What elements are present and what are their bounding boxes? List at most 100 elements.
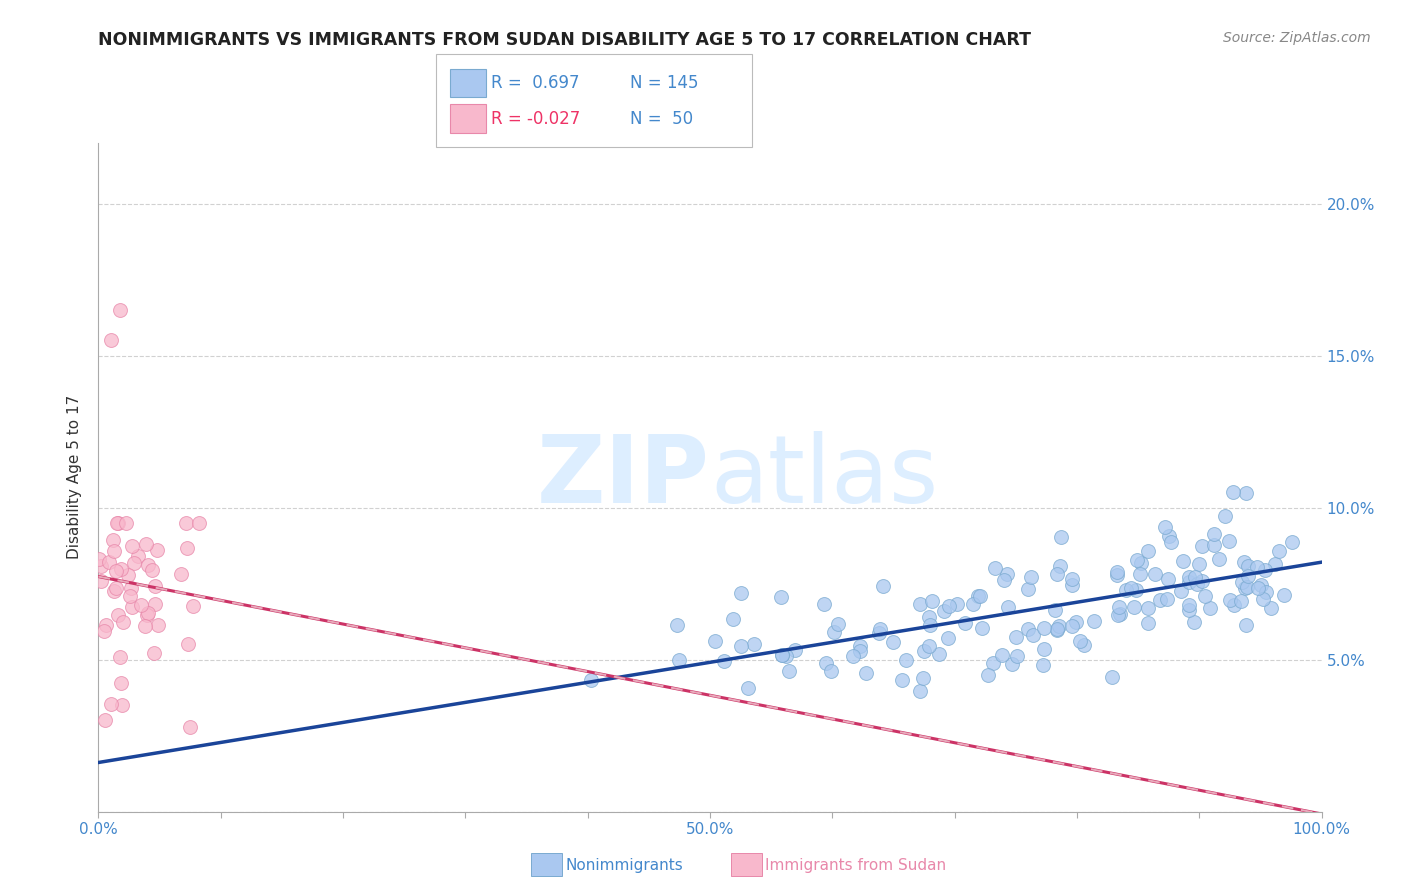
Point xyxy=(820,664,842,678)
Point xyxy=(1017,582,1039,596)
Point xyxy=(1032,641,1054,656)
Point xyxy=(1060,618,1083,632)
Point xyxy=(122,556,145,570)
Point xyxy=(983,561,1005,575)
Point xyxy=(1123,599,1146,614)
Point xyxy=(90,574,112,589)
Point xyxy=(1105,566,1128,580)
Point xyxy=(928,647,950,661)
Point xyxy=(120,581,142,595)
Point xyxy=(1237,569,1260,583)
Point xyxy=(143,579,166,593)
Point xyxy=(1236,617,1258,632)
Point xyxy=(1264,557,1286,571)
Point xyxy=(136,607,159,621)
Point xyxy=(179,720,201,734)
Point xyxy=(1199,601,1222,615)
Point xyxy=(103,543,125,558)
Point xyxy=(730,639,752,653)
Point xyxy=(855,665,877,680)
Point xyxy=(814,657,837,671)
Point xyxy=(1256,585,1278,599)
Point xyxy=(1021,628,1043,642)
Point xyxy=(93,714,115,728)
Point xyxy=(1230,574,1253,589)
Point xyxy=(1005,648,1028,663)
Point xyxy=(882,635,904,649)
Point xyxy=(111,698,134,713)
Point xyxy=(1108,600,1130,615)
Point xyxy=(1191,539,1213,553)
Point xyxy=(1129,566,1152,581)
Point xyxy=(110,675,132,690)
Point xyxy=(1213,509,1236,524)
Point xyxy=(1237,558,1260,573)
Point xyxy=(135,537,157,551)
Point xyxy=(1178,574,1201,589)
Point xyxy=(668,653,690,667)
Point xyxy=(181,599,204,613)
Point xyxy=(666,618,689,632)
Point xyxy=(1254,564,1277,578)
Point xyxy=(98,555,121,569)
Point xyxy=(110,302,132,317)
Point xyxy=(121,539,143,553)
Point xyxy=(176,541,198,555)
Point xyxy=(813,597,835,611)
Point xyxy=(823,625,845,640)
Point xyxy=(1177,598,1199,612)
Point xyxy=(991,648,1014,662)
Point xyxy=(908,597,931,611)
Point xyxy=(105,516,128,530)
Point xyxy=(110,562,132,576)
Point xyxy=(1250,577,1272,591)
Point xyxy=(1233,581,1256,595)
Point xyxy=(918,640,941,654)
Point xyxy=(121,600,143,615)
Point xyxy=(1247,581,1270,595)
Point xyxy=(737,681,759,695)
Point xyxy=(1105,567,1128,582)
Point xyxy=(1043,602,1066,616)
Point xyxy=(103,533,125,548)
Point xyxy=(946,597,969,611)
Text: NONIMMIGRANTS VS IMMIGRANTS FROM SUDAN DISABILITY AGE 5 TO 17 CORRELATION CHART: NONIMMIGRANTS VS IMMIGRANTS FROM SUDAN D… xyxy=(98,31,1032,49)
Text: N =  50: N = 50 xyxy=(630,110,693,128)
Point xyxy=(1236,580,1258,594)
Point xyxy=(1101,670,1123,684)
Point xyxy=(1001,657,1024,671)
Point xyxy=(1260,600,1282,615)
Point xyxy=(107,607,129,622)
Point xyxy=(953,615,976,630)
Point xyxy=(1032,657,1054,672)
Point xyxy=(779,664,801,678)
Point xyxy=(1144,567,1167,582)
Point xyxy=(1184,570,1206,584)
Point xyxy=(142,646,165,660)
Point xyxy=(894,652,917,666)
Text: Source: ZipAtlas.com: Source: ZipAtlas.com xyxy=(1223,31,1371,45)
Point xyxy=(1005,630,1028,644)
Point xyxy=(136,607,159,622)
Point xyxy=(910,684,932,698)
Point xyxy=(918,617,941,632)
Point xyxy=(1083,614,1105,628)
Point xyxy=(969,590,991,604)
Point xyxy=(177,637,200,651)
Point xyxy=(1230,593,1253,607)
Point xyxy=(1267,544,1289,558)
Point xyxy=(1046,623,1069,637)
Point xyxy=(977,668,1000,682)
Point xyxy=(134,619,156,633)
Point xyxy=(112,615,135,629)
Point xyxy=(1046,623,1069,637)
Point xyxy=(138,558,160,572)
Point xyxy=(188,516,211,530)
Point xyxy=(966,589,988,603)
Point xyxy=(912,671,935,685)
Point xyxy=(90,559,112,574)
Text: ZIP: ZIP xyxy=(537,431,710,524)
Point xyxy=(94,618,117,632)
Point xyxy=(176,516,198,530)
Point xyxy=(704,634,727,648)
